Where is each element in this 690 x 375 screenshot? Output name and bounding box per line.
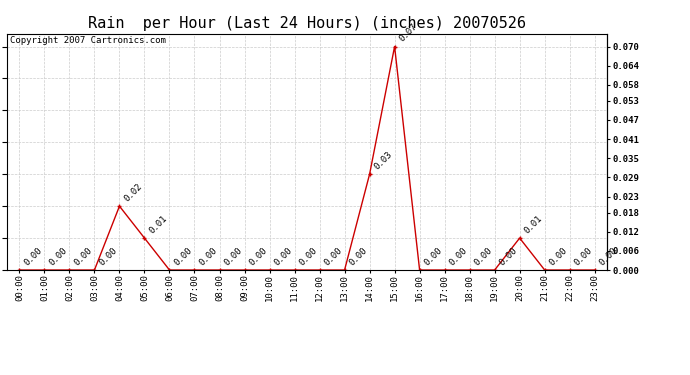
Text: 0.00: 0.00 [573,246,594,267]
Text: 0.00: 0.00 [222,246,244,267]
Text: 0.00: 0.00 [347,246,369,267]
Text: 0.00: 0.00 [172,246,194,267]
Text: 0.00: 0.00 [22,246,43,267]
Text: 0.02: 0.02 [122,182,144,203]
Text: 0.00: 0.00 [72,246,94,267]
Text: 0.00: 0.00 [547,246,569,267]
Text: 0.01: 0.01 [147,214,169,235]
Text: 0.00: 0.00 [598,246,619,267]
Text: 0.00: 0.00 [473,246,494,267]
Text: 0.00: 0.00 [197,246,219,267]
Text: 0.00: 0.00 [47,246,69,267]
Text: 0.00: 0.00 [322,246,344,267]
Text: 0.00: 0.00 [97,246,119,267]
Title: Rain  per Hour (Last 24 Hours) (inches) 20070526: Rain per Hour (Last 24 Hours) (inches) 2… [88,16,526,31]
Text: 0.01: 0.01 [522,214,544,235]
Text: 0.00: 0.00 [447,246,469,267]
Text: 0.00: 0.00 [497,246,519,267]
Text: Copyright 2007 Cartronics.com: Copyright 2007 Cartronics.com [10,36,166,45]
Text: 0.03: 0.03 [373,150,394,171]
Text: 0.00: 0.00 [247,246,269,267]
Text: 0.00: 0.00 [273,246,294,267]
Text: 0.00: 0.00 [422,246,444,267]
Text: 0.07: 0.07 [397,22,419,44]
Text: 0.00: 0.00 [297,246,319,267]
